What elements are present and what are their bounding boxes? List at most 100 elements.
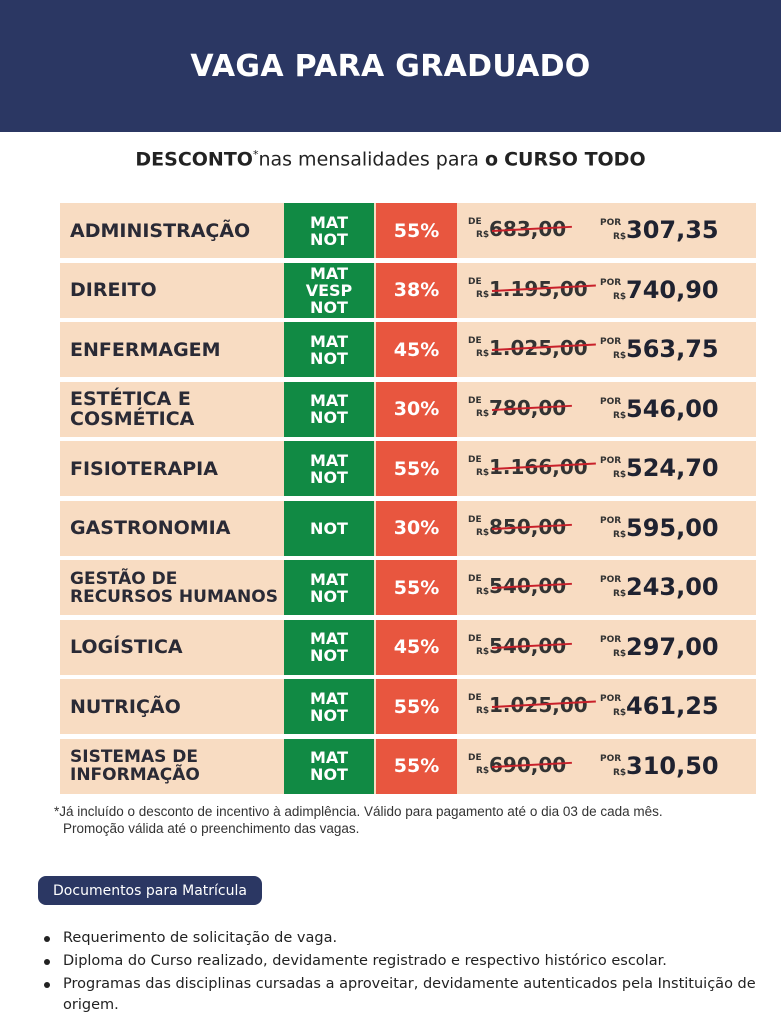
- final-price: 310,50: [626, 751, 719, 780]
- currency-label: R$: [613, 708, 627, 718]
- course-name: DIREITO: [70, 279, 157, 301]
- subtitle-middle: nas mensalidades para: [258, 148, 485, 171]
- shift-cell: NOT: [284, 500, 374, 556]
- por-label: POR: [600, 218, 622, 228]
- de-label: DE: [468, 693, 482, 703]
- original-price-cell: DE R$ 540,00: [468, 620, 590, 675]
- bullet-icon: [44, 936, 50, 942]
- shift-label: NOT: [310, 518, 348, 538]
- shift-label: NOT: [310, 705, 348, 725]
- shift-label: MAT: [310, 263, 348, 283]
- course-name: ADMINISTRAÇÃO: [70, 219, 251, 242]
- currency-label: R$: [613, 410, 627, 421]
- shift-cell: MAT NOT: [284, 203, 374, 258]
- discount-cell: 55%: [376, 738, 457, 794]
- currency-label: R$: [476, 587, 490, 597]
- original-price-cell: DE R$ 850,00: [468, 501, 590, 556]
- original-price-cell: DE R$ 1.195,00: [468, 263, 596, 318]
- por-label: POR: [600, 515, 622, 526]
- course-row: FISIOTERAPIA MAT NOT 55% DE R$ 1.166,00 POR R$ 52…: [60, 441, 756, 496]
- shift-label: NOT: [310, 765, 348, 784]
- por-label: POR: [600, 337, 622, 347]
- final-price-cell: POR R$ 297,00: [600, 620, 750, 675]
- shift-label: MAT: [310, 688, 348, 708]
- por-label: POR: [600, 396, 622, 407]
- currency-label: R$: [476, 408, 490, 419]
- document-item: Diploma do Curso realizado, devidamente …: [44, 951, 764, 972]
- course-row: ESTÉTICA E COSMÉTICA MAT NOT 30% DE R$ 780,00 P…: [60, 381, 756, 437]
- original-price-cell: DE R$ 540,00: [468, 560, 590, 615]
- currency-label: R$: [476, 468, 490, 478]
- course-row: GESTÃO DE RECURSOS HUMANOS MAT NOT 55% DE R$ 5…: [60, 560, 756, 615]
- currency-label: R$: [476, 765, 490, 776]
- shift-label: NOT: [310, 408, 348, 427]
- footnote-line-1: *Já incluído o desconto de incentivo à a…: [54, 804, 663, 819]
- original-price-cell: DE R$ 780,00: [468, 382, 590, 437]
- currency-label: R$: [613, 529, 627, 540]
- discount-cell: 55%: [376, 679, 457, 734]
- currency-label: R$: [476, 349, 490, 359]
- currency-label: R$: [613, 470, 627, 480]
- por-label: POR: [600, 634, 622, 645]
- final-price: 524,70: [626, 454, 719, 482]
- final-price-cell: POR R$ 563,75: [600, 322, 750, 377]
- discount-cell: 55%: [376, 441, 457, 496]
- original-price-cell: DE R$ 1.025,00: [468, 322, 596, 377]
- por-label: POR: [600, 277, 622, 288]
- course-row: DIREITO MAT VESP NOT 38% DE R$ 1.195,00 POR R$ 740…: [60, 262, 756, 318]
- discount-cell: 38%: [376, 262, 457, 318]
- shift-cell: MAT VESP NOT: [284, 262, 374, 318]
- shift-label: NOT: [310, 586, 348, 606]
- document-item-text: Diploma do Curso realizado, devidamente …: [63, 953, 667, 969]
- por-label: POR: [600, 694, 622, 704]
- subtitle-bold-o: o: [485, 148, 499, 171]
- shift-label: NOT: [310, 348, 348, 368]
- shift-label: MAT: [310, 629, 348, 648]
- shift-cell: MAT NOT: [284, 560, 374, 615]
- shift-label: MAT: [310, 391, 348, 410]
- discount-cell: 45%: [376, 619, 457, 675]
- shift-label: VESP: [305, 280, 353, 300]
- final-price: 546,00: [626, 394, 719, 423]
- document-item: Requerimento de solicitação de vaga.: [44, 928, 764, 949]
- de-label: DE: [468, 633, 482, 644]
- currency-label: R$: [613, 648, 627, 659]
- footnote-line-2: Promoção válida até o preenchimento das …: [63, 821, 360, 836]
- bullet-icon: [44, 982, 50, 988]
- final-price-cell: POR R$ 307,35: [600, 203, 750, 258]
- document-item: Programas das disciplinas cursadas a apr…: [44, 974, 764, 1016]
- currency-label: R$: [613, 232, 627, 242]
- final-price: 563,75: [626, 335, 719, 363]
- header-banner: VAGA PARA GRADUADO: [0, 0, 781, 132]
- original-price-cell: DE R$ 683,00: [468, 203, 590, 258]
- subtitle-bold-prefix: DESCONTO: [135, 148, 253, 171]
- por-label: POR: [600, 456, 622, 466]
- course-name: LOGÍSTICA: [70, 636, 183, 658]
- original-price-cell: DE R$ 1.025,00: [468, 679, 596, 734]
- final-price: 461,25: [626, 692, 719, 720]
- currency-label: R$: [613, 589, 627, 599]
- de-label: DE: [468, 752, 482, 763]
- subtitle-bold-suffix: CURSO TODO: [504, 148, 646, 171]
- currency-label: R$: [613, 767, 627, 778]
- final-price-cell: POR R$ 595,00: [600, 501, 750, 556]
- shift-label: MAT: [310, 212, 348, 232]
- shift-label: NOT: [310, 229, 348, 249]
- course-row: ENFERMAGEM MAT NOT 45% DE R$ 1.025,00 POR R$ 563,…: [60, 322, 756, 377]
- currency-label: R$: [476, 706, 490, 716]
- course-name: SISTEMAS DE INFORMAÇÃO: [70, 747, 200, 785]
- course-row: LOGÍSTICA MAT NOT 45% DE R$ 540,00 POR R$ 297,00: [60, 619, 756, 675]
- final-price-cell: POR R$ 461,25: [600, 679, 750, 734]
- discount-cell: 30%: [376, 381, 457, 437]
- original-price-cell: DE R$ 1.166,00: [468, 441, 596, 496]
- bullet-icon: [44, 959, 50, 965]
- shift-cell: MAT NOT: [284, 441, 374, 496]
- final-price: 740,90: [626, 275, 719, 304]
- original-price-cell: DE R$ 690,00: [468, 739, 590, 794]
- discount-cell: 30%: [376, 500, 457, 556]
- final-price-cell: POR R$ 243,00: [600, 560, 750, 615]
- footnote: *Já incluído o desconto de incentivo à a…: [54, 803, 764, 837]
- por-label: POR: [600, 575, 622, 585]
- de-label: DE: [468, 336, 482, 346]
- final-price-cell: POR R$ 740,90: [600, 263, 750, 318]
